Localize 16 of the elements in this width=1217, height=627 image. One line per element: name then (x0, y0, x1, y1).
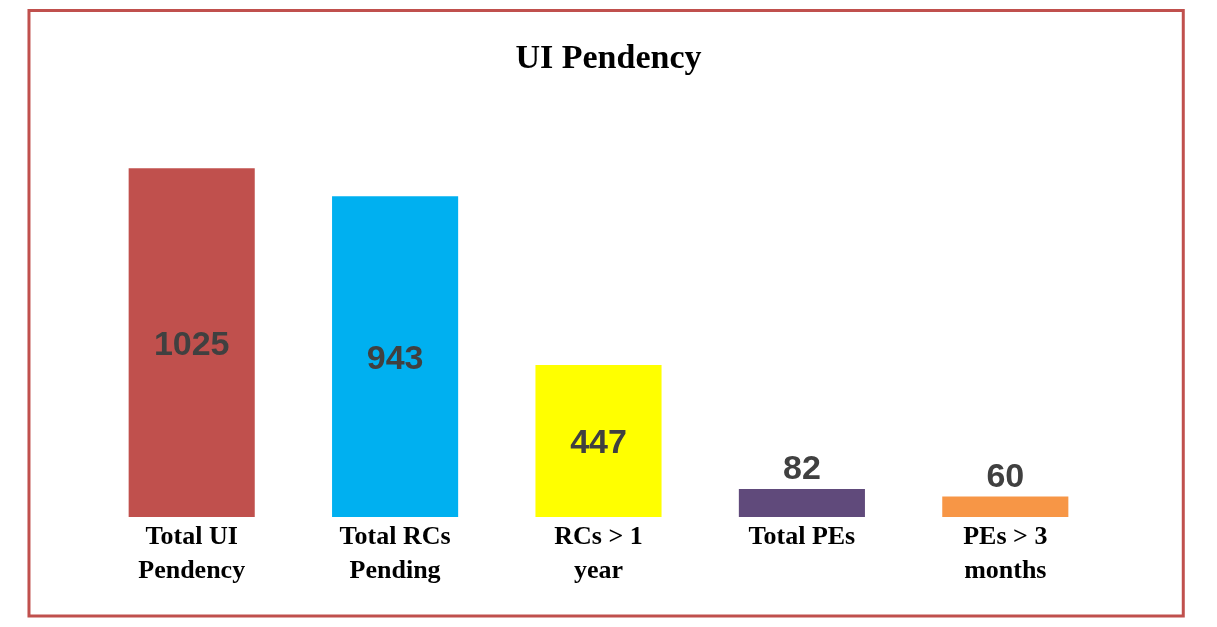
data-label: 82 (782, 448, 821, 487)
bar (535, 364, 662, 517)
bar (738, 489, 865, 517)
bar (942, 496, 1069, 517)
x-tick-label: Total UI Pendency (138, 521, 246, 584)
data-label: 60 (986, 455, 1025, 494)
x-tick-label: PEs > 3 months (963, 521, 1048, 584)
x-tick-label: Total RCs Pending (339, 521, 451, 584)
data-label: 447 (570, 421, 627, 460)
data-label: 1025 (153, 323, 230, 362)
data-label: 943 (366, 337, 424, 376)
bar (128, 168, 255, 517)
x-tick-label: Total PEs (748, 521, 856, 550)
chart-title: UI Pendency (515, 37, 702, 75)
bar (332, 196, 459, 517)
x-tick-label: RCs > 1 year (554, 521, 643, 584)
